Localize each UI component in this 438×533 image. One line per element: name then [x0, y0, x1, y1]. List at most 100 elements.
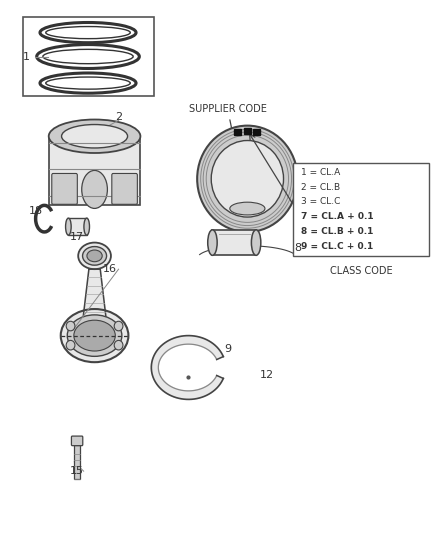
- Polygon shape: [203, 387, 209, 395]
- Text: 1 = CL.A: 1 = CL.A: [301, 168, 340, 177]
- Polygon shape: [207, 385, 213, 393]
- Polygon shape: [205, 341, 211, 349]
- Polygon shape: [158, 348, 165, 354]
- Polygon shape: [195, 390, 199, 399]
- Polygon shape: [167, 386, 173, 395]
- Text: 9 = CL.C + 0.1: 9 = CL.C + 0.1: [301, 242, 373, 251]
- Polygon shape: [212, 381, 219, 388]
- Polygon shape: [152, 372, 159, 375]
- Polygon shape: [179, 390, 183, 399]
- Polygon shape: [158, 381, 165, 387]
- FancyBboxPatch shape: [71, 436, 83, 446]
- Polygon shape: [193, 390, 197, 399]
- Polygon shape: [208, 344, 215, 351]
- Polygon shape: [212, 347, 219, 354]
- Ellipse shape: [197, 126, 297, 232]
- Polygon shape: [201, 388, 207, 397]
- Polygon shape: [171, 338, 177, 346]
- Text: SUPPLIER CODE: SUPPLIER CODE: [189, 104, 267, 159]
- Polygon shape: [203, 340, 209, 348]
- Polygon shape: [155, 378, 162, 384]
- Polygon shape: [181, 391, 185, 399]
- Polygon shape: [176, 390, 180, 398]
- Polygon shape: [154, 376, 162, 382]
- Polygon shape: [174, 389, 179, 398]
- Polygon shape: [167, 340, 173, 349]
- Polygon shape: [152, 364, 159, 367]
- Ellipse shape: [230, 202, 265, 215]
- Text: 9: 9: [224, 344, 231, 354]
- Ellipse shape: [46, 77, 130, 89]
- Polygon shape: [156, 350, 163, 356]
- Ellipse shape: [114, 321, 123, 331]
- Text: 12: 12: [260, 370, 274, 381]
- Ellipse shape: [82, 171, 107, 208]
- Polygon shape: [159, 382, 166, 389]
- Polygon shape: [153, 375, 161, 379]
- Bar: [234, 130, 241, 135]
- Polygon shape: [215, 352, 223, 358]
- Text: 2 = CL.B: 2 = CL.B: [301, 183, 340, 192]
- Bar: [254, 130, 260, 135]
- Polygon shape: [152, 366, 158, 369]
- Polygon shape: [205, 386, 211, 394]
- Polygon shape: [199, 389, 205, 397]
- Polygon shape: [152, 362, 159, 365]
- Bar: [22, 17, 153, 96]
- Polygon shape: [184, 336, 187, 344]
- Polygon shape: [152, 370, 159, 373]
- Polygon shape: [161, 383, 168, 391]
- Ellipse shape: [67, 315, 122, 357]
- Polygon shape: [184, 391, 187, 399]
- Polygon shape: [171, 389, 177, 397]
- Bar: [74, 445, 80, 479]
- Polygon shape: [195, 336, 199, 345]
- Polygon shape: [198, 337, 202, 346]
- Ellipse shape: [61, 309, 128, 362]
- Polygon shape: [187, 391, 189, 399]
- Text: 7 = CL.A + 0.1: 7 = CL.A + 0.1: [301, 212, 374, 221]
- Ellipse shape: [211, 141, 283, 217]
- Ellipse shape: [87, 250, 102, 262]
- Polygon shape: [216, 376, 223, 381]
- Text: CLASS CODE: CLASS CODE: [329, 266, 392, 276]
- Text: 16: 16: [103, 264, 117, 274]
- Text: 2: 2: [115, 111, 122, 122]
- Polygon shape: [152, 360, 159, 364]
- Polygon shape: [213, 380, 220, 386]
- Polygon shape: [169, 387, 175, 396]
- Ellipse shape: [46, 27, 130, 39]
- Polygon shape: [199, 338, 205, 346]
- Polygon shape: [191, 391, 194, 399]
- Text: 18: 18: [28, 206, 42, 216]
- Polygon shape: [165, 385, 171, 393]
- Polygon shape: [198, 389, 202, 398]
- Polygon shape: [213, 349, 220, 355]
- Polygon shape: [207, 342, 213, 350]
- Polygon shape: [174, 337, 179, 346]
- Ellipse shape: [78, 243, 111, 269]
- FancyBboxPatch shape: [49, 136, 141, 205]
- Ellipse shape: [49, 119, 141, 153]
- Polygon shape: [176, 337, 180, 345]
- Ellipse shape: [84, 218, 89, 235]
- Text: 17: 17: [70, 232, 84, 243]
- Ellipse shape: [74, 320, 115, 351]
- Polygon shape: [187, 336, 189, 344]
- Polygon shape: [201, 338, 207, 347]
- Polygon shape: [181, 336, 185, 344]
- Ellipse shape: [43, 50, 133, 63]
- Ellipse shape: [66, 341, 75, 350]
- Polygon shape: [193, 336, 197, 345]
- Polygon shape: [179, 336, 183, 345]
- Ellipse shape: [208, 230, 217, 255]
- Text: 8 = CL.B + 0.1: 8 = CL.B + 0.1: [301, 227, 374, 236]
- Polygon shape: [161, 344, 168, 352]
- Polygon shape: [163, 343, 170, 351]
- Text: 8: 8: [294, 243, 301, 253]
- Polygon shape: [82, 269, 106, 322]
- Ellipse shape: [251, 230, 261, 255]
- FancyBboxPatch shape: [112, 173, 138, 204]
- Polygon shape: [155, 351, 162, 357]
- Polygon shape: [216, 354, 223, 359]
